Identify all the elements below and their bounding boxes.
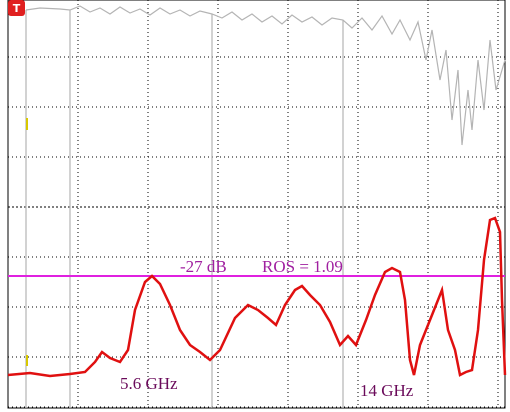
grid (8, 0, 505, 408)
frequency-label: 5.6 GHz (120, 374, 178, 393)
trigger-icon (8, 0, 25, 16)
trigger-label: T (13, 2, 21, 15)
attenuation-label: -27 dB (180, 257, 227, 276)
frame (7, 0, 506, 409)
frequency-label: 14 GHz (360, 381, 414, 400)
ros-label: ROS = 1.09 (262, 257, 343, 276)
measured-trace (7, 216, 507, 378)
